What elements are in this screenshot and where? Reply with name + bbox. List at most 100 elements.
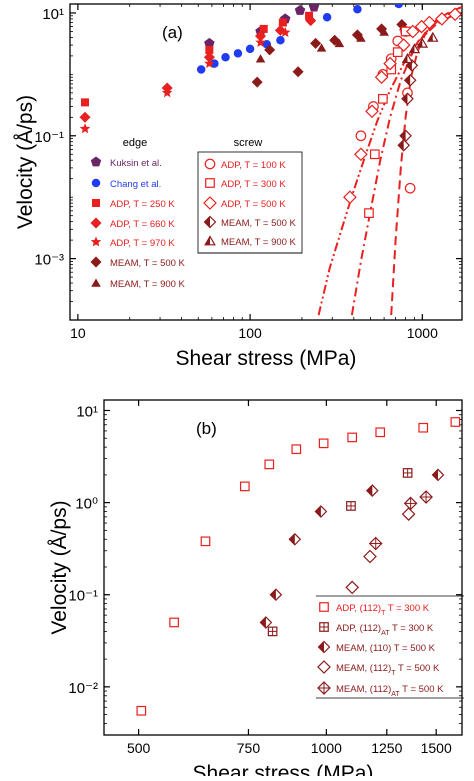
data-point [161,87,173,98]
data-point [264,459,275,470]
data-point [274,24,286,36]
data-point [401,507,416,521]
data-point [314,505,328,518]
data-point [353,4,362,14]
legend-entry-subscript: AT [391,691,400,698]
legend-a: edge screw Kuksin et al. Chang et al. ADP, T… [90,137,303,290]
legend-marker [91,278,101,287]
legend-entry: MEAM, (110) T = 500 K [336,643,436,654]
data-point [403,496,418,511]
legend-entry-subscript: T [391,670,396,677]
data-point [204,37,215,48]
legend-marker [319,602,329,612]
data-point [365,484,379,497]
data-point [204,58,215,68]
data-point [345,580,360,595]
data-point [210,59,219,68]
series-adp-112- [136,417,461,716]
fit-curve-dash-dot [350,7,461,316]
data-point [450,417,461,427]
data-point [377,93,388,104]
series-meam-t-500-k [251,66,304,88]
legend-marker [90,156,102,167]
data-point [79,123,91,134]
data-point [196,65,206,74]
data-point [203,51,215,63]
legend-entry: MEAM, T = 900 K [110,279,186,290]
legend-entry-name: ADP, (112) [336,603,381,614]
data-point [288,532,302,546]
data-point [305,11,314,20]
data-point [251,76,263,88]
data-point [280,27,291,37]
data-point [368,536,383,551]
x-tick-label: 10 [70,325,86,341]
legend-marker [317,640,331,654]
data-point [318,438,329,449]
data-point [376,23,388,35]
data-point [379,27,389,36]
legend-marker [90,256,102,268]
legend-marker [319,622,329,632]
legend-marker [205,178,215,188]
data-point [81,98,90,107]
data-point [267,626,278,637]
data-point [401,52,414,64]
x-axis-title: Shear stress (MPa) [193,762,374,776]
data-point [396,38,411,52]
y-tick-label: 10⁻¹ [34,129,64,146]
legend-entry: ADP, T = 500 K [221,199,286,210]
plot-area [136,417,461,716]
data-point [375,427,386,438]
series-adp-t-970-k [79,27,291,134]
legend-entry-name: ADP, (112) [336,623,381,634]
data-point [399,129,412,143]
legend-group-title-screw: screw [234,137,263,149]
y-tick-label: 10⁻¹ [68,588,98,605]
data-point [356,33,366,42]
data-point [316,43,327,52]
legend-marker [90,217,102,229]
data-point [245,44,255,54]
legend-entry-suffix: T = 500 K [396,663,440,674]
series-adp-t-500-k [343,7,462,205]
data-point [383,56,397,71]
legend-entry: MEAM, T = 500 K [221,218,297,229]
panel-label: (b) [196,419,217,438]
chart-panel-b: 500 750 1000 1250 1500 10¹ 10⁰ 10⁻¹ 10⁻² Shear st… [48,399,464,781]
x-tick-label: 1500 [421,740,452,756]
chart-panel-a: 10 100 1000 10¹ 10⁻¹ 10⁻³ Shear stress (MPa) Ve… [14,3,463,370]
legend-entry-name: MEAM, (110) [336,643,391,654]
x-tick-label: 750 [237,740,261,756]
series-adp-t-660-k [79,15,317,123]
legend-marker [204,235,216,246]
data-point [276,35,285,45]
legend-box [197,151,303,254]
data-point [365,104,379,119]
legend-entry-name: MEAM, (112) [336,663,391,674]
data-point [347,432,358,443]
legend-entry: ADP, T = 660 K [110,219,175,230]
legend-marker [91,178,101,188]
legend-entry: MEAM, T = 500 K [110,258,186,269]
legend-entry: ADP, T = 970 K [110,238,175,249]
legend-marker [204,158,216,170]
data-point [363,549,377,564]
y-axis-title: Velocity (Å/ps) [48,500,71,634]
legend-entry-subscript: AT [381,630,390,637]
data-point [205,45,214,54]
data-point [221,53,230,62]
data-point [264,44,276,56]
x-tick-label: 1000 [407,325,438,341]
legend-entry-suffix: T = 300 K [385,603,429,614]
panel-label: (a) [162,23,183,42]
data-point [418,422,429,433]
y-tick-label: 10⁰ [75,496,98,513]
series-meam-112- [368,490,433,551]
data-point [239,481,250,492]
data-point [448,7,462,22]
data-point [136,705,147,716]
data-point [405,24,420,39]
y-tick-label: 10⁻³ [34,252,64,269]
